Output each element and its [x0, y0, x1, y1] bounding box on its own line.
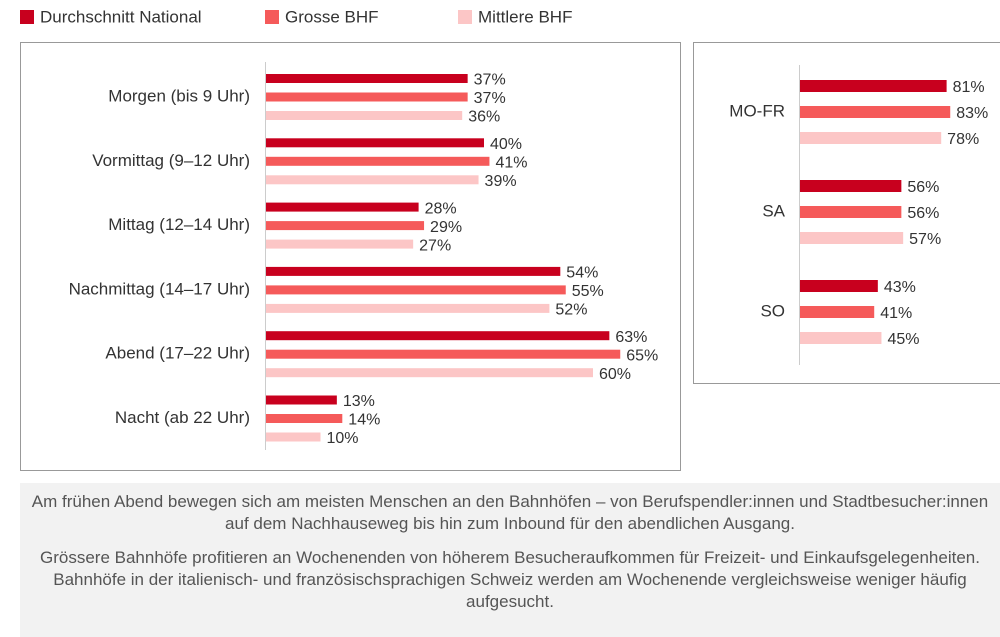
- value-label: 10%: [327, 430, 359, 447]
- value-label: 60%: [599, 366, 631, 383]
- bar: [266, 432, 321, 442]
- category-label: Vormittag (9–12 Uhr): [92, 151, 250, 170]
- legend-label: Durchschnitt National: [40, 7, 202, 26]
- value-label: 57%: [909, 231, 941, 248]
- value-label: 56%: [907, 179, 939, 196]
- legend-swatch: [458, 10, 472, 24]
- bar: [266, 303, 550, 313]
- bar: [266, 285, 566, 295]
- category-label: Nacht (ab 22 Uhr): [115, 408, 250, 427]
- legend-swatch: [20, 10, 34, 24]
- bar: [800, 106, 951, 118]
- value-label: 56%: [907, 205, 939, 222]
- category-label: Nachmittag (14–17 Uhr): [69, 279, 250, 298]
- category-label: SO: [760, 301, 785, 320]
- value-label: 52%: [555, 302, 587, 319]
- value-label: 78%: [947, 131, 979, 148]
- value-label: 14%: [348, 412, 380, 429]
- category-label: MO-FR: [729, 101, 785, 120]
- value-label: 83%: [956, 105, 988, 122]
- bar: [800, 180, 902, 192]
- value-label: 43%: [884, 279, 916, 296]
- bar: [266, 395, 337, 405]
- bar: [800, 232, 904, 244]
- bar: [266, 239, 414, 249]
- value-label: 36%: [468, 109, 500, 126]
- value-label: 13%: [343, 393, 375, 410]
- legend-label: Grosse BHF: [285, 7, 379, 26]
- bar: [266, 368, 593, 378]
- bar: [266, 414, 343, 423]
- notes: Am frühen Abend bewegen sich am meisten …: [20, 483, 1000, 637]
- value-label: 41%: [880, 305, 912, 322]
- category-label: Mittag (12–14 Uhr): [108, 215, 250, 234]
- note: Grössere Bahnhöfe profitieren an Wochene…: [40, 548, 980, 611]
- bar: [266, 175, 479, 185]
- value-label: 37%: [474, 72, 506, 89]
- value-label: 45%: [887, 331, 919, 348]
- value-label: 39%: [485, 173, 517, 190]
- bar: [800, 280, 878, 292]
- chart-frame: [693, 42, 1000, 384]
- value-label: 27%: [419, 237, 451, 254]
- value-label: 29%: [430, 219, 462, 236]
- bar: [800, 80, 947, 92]
- value-label: 28%: [425, 200, 457, 217]
- value-label: 37%: [474, 90, 506, 107]
- value-label: 63%: [615, 329, 647, 346]
- bar: [800, 306, 875, 318]
- bar: [266, 349, 621, 359]
- value-label: 40%: [490, 136, 522, 153]
- chart: Durchschnitt National Grosse BHF Mittlere …: [20, 7, 1000, 471]
- note: Am frühen Abend bewegen sich am meisten …: [31, 492, 989, 533]
- bar: [266, 74, 468, 83]
- category-label: Morgen (bis 9 Uhr): [108, 86, 250, 105]
- legend-swatch: [265, 10, 279, 24]
- bar: [266, 92, 468, 102]
- category-label: SA: [762, 201, 785, 220]
- category-label: Abend (17–22 Uhr): [105, 344, 250, 363]
- value-label: 41%: [495, 155, 527, 172]
- bar: [266, 111, 463, 120]
- bar: [266, 138, 484, 148]
- value-label: 55%: [572, 283, 604, 300]
- bar: [266, 266, 561, 276]
- chart-frame: [20, 42, 681, 471]
- bar: [266, 156, 490, 166]
- bar: [800, 206, 902, 218]
- bar: [266, 331, 610, 341]
- value-label: 81%: [953, 79, 985, 96]
- legend-label: Mittlere BHF: [478, 7, 572, 26]
- bar: [266, 202, 419, 212]
- value-label: 54%: [566, 265, 598, 282]
- bar: [800, 332, 882, 344]
- value-label: 65%: [626, 347, 658, 364]
- bar: [266, 221, 425, 231]
- bar: [800, 132, 942, 144]
